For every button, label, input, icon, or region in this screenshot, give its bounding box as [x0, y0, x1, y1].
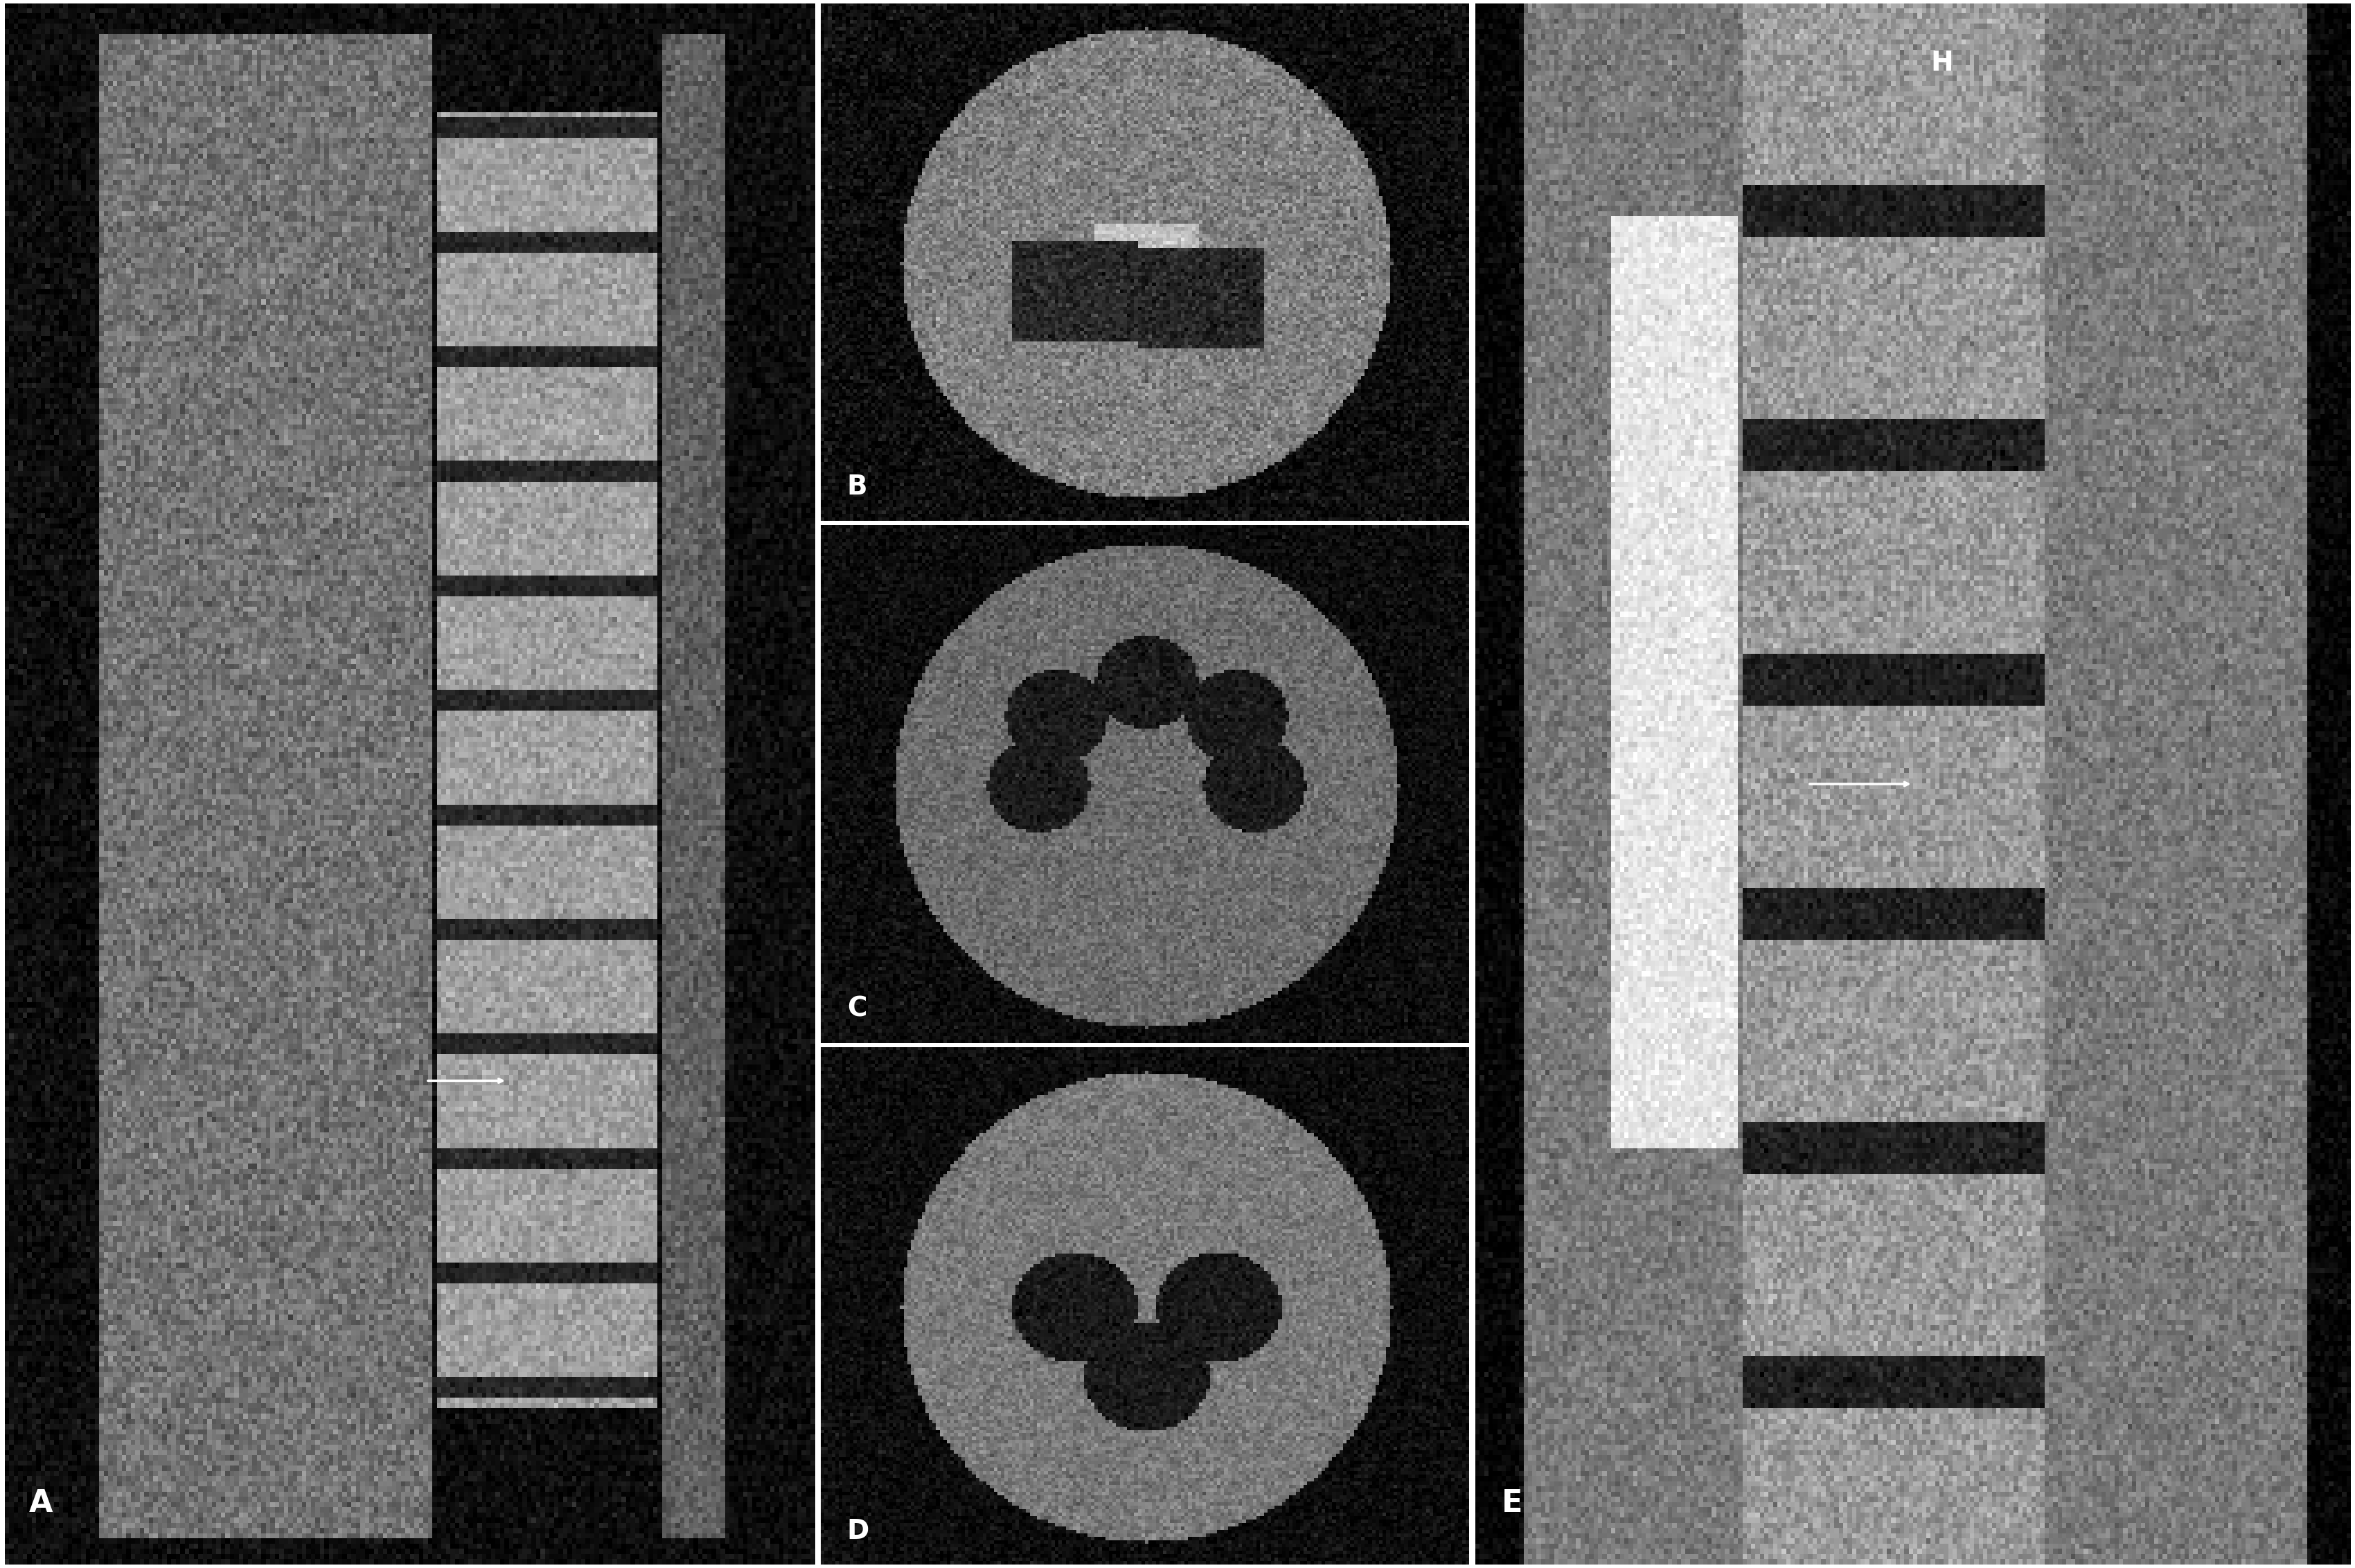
Text: E: E [1502, 1488, 1524, 1518]
Text: A: A [28, 1488, 52, 1518]
Text: H: H [1931, 50, 1952, 77]
Text: D: D [848, 1518, 869, 1544]
Text: C: C [848, 996, 867, 1022]
Text: B: B [848, 474, 867, 500]
